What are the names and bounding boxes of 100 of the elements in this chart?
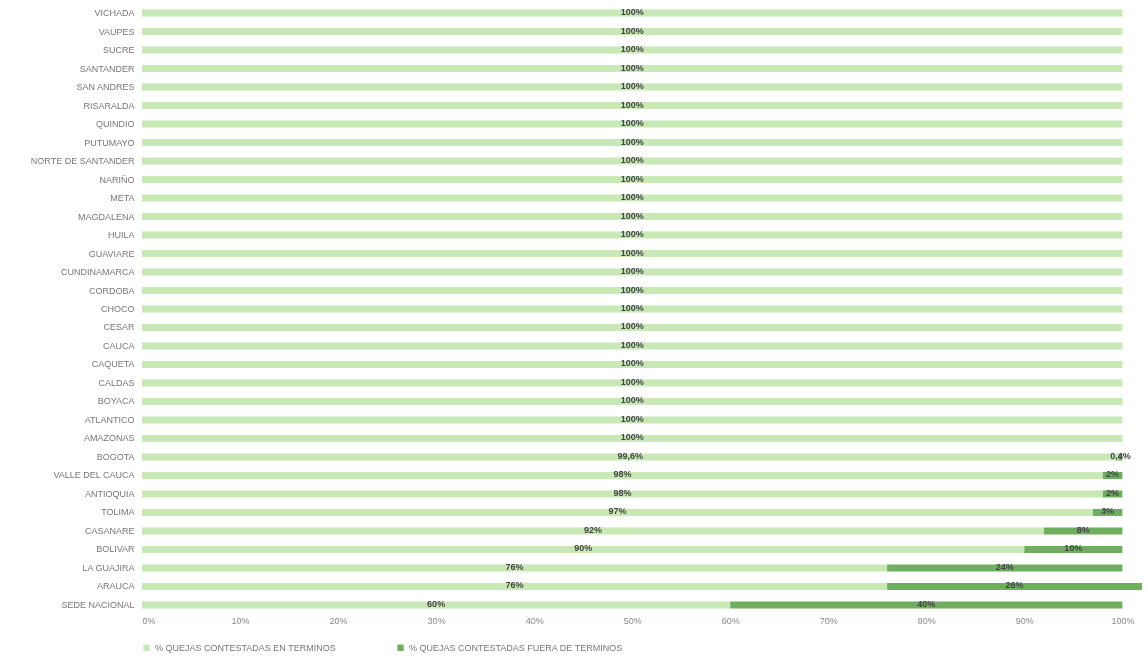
x-tick-label: 0%	[142, 615, 156, 626]
data-label: 2%	[1106, 469, 1120, 480]
data-label: 100%	[620, 25, 644, 36]
bar	[142, 305, 1123, 313]
x-tick-label: 30%	[427, 615, 446, 626]
y-tick-label: RISARALDA	[83, 100, 135, 111]
y-tick-label: GUAVIARE	[88, 248, 135, 259]
data-label: 100%	[620, 173, 644, 184]
data-label: 100%	[620, 376, 644, 387]
y-tick-label: ARAUCA	[96, 581, 135, 592]
data-label: 98%	[613, 487, 632, 498]
bar	[142, 28, 1123, 36]
data-label: 100%	[620, 247, 644, 258]
data-label: 10%	[1064, 543, 1083, 554]
data-label: 100%	[620, 303, 644, 313]
y-tick-label: SANTANDER	[79, 63, 135, 74]
y-tick-label: SEDE NACIONAL	[61, 599, 135, 610]
data-label: 98%	[613, 469, 632, 480]
data-label: 100%	[620, 432, 644, 443]
data-label: 100%	[620, 413, 644, 424]
data-label: 100%	[620, 358, 644, 369]
y-tick-label: NARIÑO	[99, 174, 135, 185]
y-tick-label: VAUPES	[98, 26, 135, 37]
y-tick-label: BOLIVAR	[96, 544, 135, 555]
data-label: 2%	[1106, 487, 1120, 498]
data-label: 76%	[505, 561, 524, 572]
data-label: 100%	[620, 339, 644, 350]
bar	[887, 564, 1123, 572]
bar	[142, 231, 1123, 239]
data-label: 24%	[995, 561, 1014, 572]
data-label: 99,6%	[617, 450, 643, 461]
data-label: 100%	[620, 44, 644, 55]
bar	[142, 564, 888, 572]
bar	[142, 139, 1123, 147]
y-tick-label: QUINDIO	[95, 119, 135, 130]
y-tick-label: HUILA	[107, 230, 135, 241]
data-label: 100%	[620, 155, 644, 166]
y-tick-label: SAN ANDRES	[76, 82, 135, 93]
y-tick-label: CASANARE	[84, 525, 135, 536]
y-tick-label: VALLE DEL CAUCA	[53, 470, 135, 481]
data-label: 26%	[1005, 580, 1024, 591]
legend-label: % QUEJAS CONTESTADAS EN TERMINOS	[155, 642, 336, 653]
data-label: 100%	[620, 118, 644, 129]
y-tick-label: PUTUMAYO	[84, 137, 135, 148]
bar	[142, 65, 1123, 73]
y-tick-label: CAUCA	[102, 340, 135, 351]
y-tick-label: NORTE DE SANTANDER	[30, 156, 135, 167]
data-label: 0,4%	[1110, 450, 1131, 461]
bar	[142, 582, 888, 590]
bar	[730, 601, 1123, 609]
bar	[142, 268, 1123, 276]
y-tick-label: LA GUAJIRA	[82, 562, 135, 573]
x-tick-label: 20%	[329, 615, 348, 626]
y-tick-label: VICHADA	[94, 8, 135, 19]
bar	[142, 545, 1025, 553]
bar	[142, 250, 1123, 258]
bar	[142, 601, 731, 609]
data-label: 100%	[620, 266, 644, 277]
data-label: 60%	[427, 598, 446, 609]
y-tick-label: CESAR	[103, 322, 135, 333]
bar	[142, 9, 1123, 17]
data-label: 100%	[620, 229, 644, 240]
y-tick-label: ANTIOQUIA	[84, 488, 135, 499]
x-tick-label: 40%	[525, 615, 544, 626]
bar	[142, 83, 1123, 91]
bar	[142, 434, 1123, 442]
bar	[142, 471, 1103, 479]
y-tick-label: CORDOBA	[88, 285, 135, 296]
bar	[142, 176, 1123, 184]
data-label: 100%	[620, 395, 644, 406]
bar	[142, 102, 1123, 110]
data-label: 90%	[574, 543, 593, 554]
y-tick-label: CAQUETA	[91, 359, 135, 370]
y-tick-label: META	[110, 193, 135, 204]
bar	[142, 342, 1123, 350]
bar	[142, 360, 1123, 368]
data-label: 76%	[505, 580, 524, 591]
y-tick-label: CHOCO	[101, 304, 135, 314]
bar	[142, 213, 1123, 221]
data-label: 100%	[620, 81, 644, 92]
y-tick-label: ATLANTICO	[84, 414, 135, 425]
x-tick-label: 60%	[721, 615, 740, 626]
data-label: 40%	[917, 598, 936, 609]
bar	[142, 120, 1123, 128]
bar	[142, 157, 1123, 165]
data-label: 97%	[608, 506, 627, 517]
bar	[142, 508, 1093, 516]
legend-label: % QUEJAS CONTESTADAS FUERA DE TERMINOS	[409, 642, 623, 653]
x-tick-label: 10%	[231, 615, 250, 626]
y-tick-label: BOGOTA	[96, 451, 135, 462]
x-tick-label: 100%	[1111, 615, 1135, 626]
data-label: 100%	[620, 192, 644, 203]
x-tick-label: 90%	[1015, 615, 1034, 626]
bar	[142, 194, 1123, 202]
x-tick-label: 70%	[819, 615, 838, 626]
data-label: 3%	[1101, 506, 1115, 517]
y-tick-label: CUNDINAMARCA	[60, 267, 135, 278]
bar	[142, 416, 1123, 424]
y-tick-label: MAGDALENA	[77, 211, 135, 222]
bar	[142, 527, 1044, 535]
